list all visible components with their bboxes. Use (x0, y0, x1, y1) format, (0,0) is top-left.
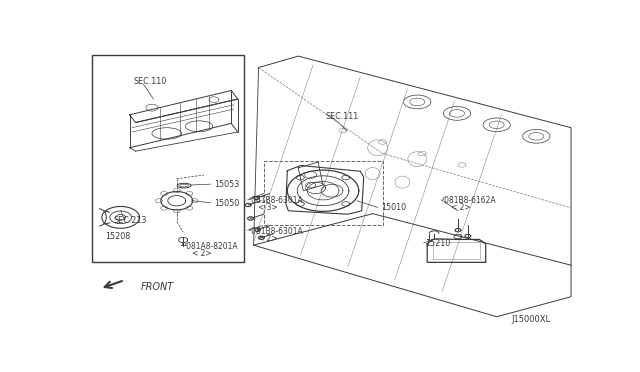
Text: SEC.213: SEC.213 (114, 216, 147, 225)
Text: 15053: 15053 (214, 180, 239, 189)
Text: 15208: 15208 (105, 232, 130, 241)
Text: < 2>: < 2> (257, 234, 277, 243)
Text: SEC.110: SEC.110 (133, 77, 166, 86)
Text: 15050: 15050 (214, 199, 239, 208)
Text: < 2>: < 2> (451, 203, 470, 212)
Text: ²081B8-6301A: ²081B8-6301A (249, 227, 303, 236)
Text: J15000XL: J15000XL (511, 315, 550, 324)
Text: ²081B8-6301A: ²081B8-6301A (249, 196, 303, 205)
Text: < 2>: < 2> (191, 249, 211, 258)
Text: ²081B8-6162A: ²081B8-6162A (442, 196, 497, 205)
Text: FRONT: FRONT (141, 282, 174, 292)
Text: < 3>: < 3> (257, 203, 277, 212)
Bar (92, 55, 244, 262)
Text: 15010: 15010 (381, 203, 406, 212)
Text: SEC.111: SEC.111 (326, 112, 359, 121)
Text: ²081A8-8201A: ²081A8-8201A (183, 242, 238, 251)
Bar (264, 161, 383, 225)
Text: 15210: 15210 (425, 239, 450, 248)
